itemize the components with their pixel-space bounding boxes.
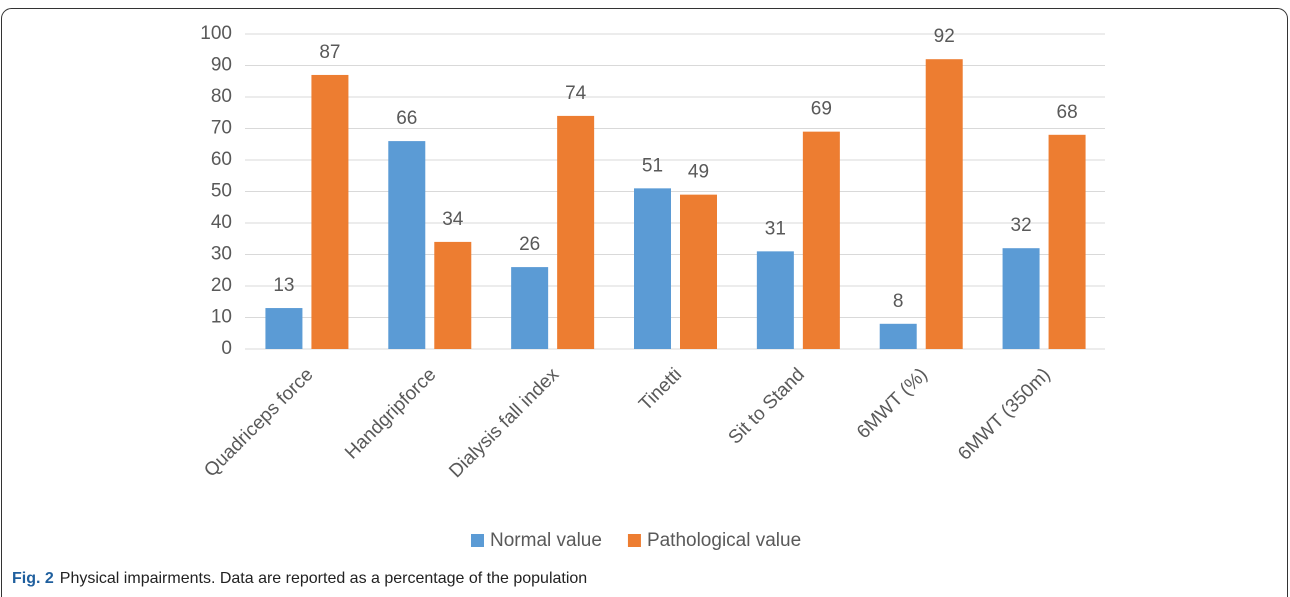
data-label: 26 [519,234,540,255]
x-tick-label: 6MWT (%) [853,364,932,443]
data-label: 87 [319,42,340,63]
y-tick-label: 80 [211,86,232,107]
legend-label: Pathological value [647,530,801,551]
x-tick-label: Tinetti [635,364,686,415]
bar [925,59,963,349]
bar [756,251,794,349]
data-label: 13 [273,275,294,296]
caption: Fig. 2 Physical impairments. Data are rep… [12,570,587,587]
caption-label: Fig. 2 [12,570,54,587]
y-tick-label: 90 [211,55,232,76]
data-label: 32 [1011,215,1032,236]
bar [388,141,426,349]
figure-border [1,8,1288,597]
y-tick-label: 0 [221,338,232,359]
bar [311,74,349,349]
y-tick-label: 50 [211,181,232,202]
data-label: 31 [765,218,786,239]
y-tick-label: 40 [211,212,232,233]
data-label: 49 [688,162,709,183]
bar [1048,134,1086,349]
data-label: 69 [811,99,832,120]
legend-label: Normal value [490,530,602,551]
bar [879,323,917,349]
bar [511,267,549,349]
x-tick-label: Sit to Stand [725,364,809,448]
bar [434,241,472,349]
bar [557,115,595,350]
bar [265,308,303,349]
bar [680,194,717,349]
data-label: 68 [1057,102,1078,123]
y-tick-label: 20 [211,275,232,296]
data-label: 74 [565,83,587,104]
caption-text: Physical impairments. Data are reported … [60,570,587,587]
bar [1002,248,1040,349]
bar [802,131,840,349]
y-tick-label: 10 [211,307,232,328]
y-tick-label: 70 [211,118,232,139]
data-label: 34 [442,209,464,230]
data-label: 51 [642,155,663,176]
data-label: 92 [934,26,955,47]
y-tick-label: 100 [200,23,232,44]
x-tick-label: Dialysis fall index [445,364,563,482]
bar [634,188,671,349]
legend-swatch [471,534,484,547]
x-tick-label: Handgripforce [341,364,440,463]
x-tick-label: 6MWT (350m) [954,364,1054,464]
data-label: 8 [893,291,904,312]
y-tick-label: 60 [211,149,232,170]
data-label: 66 [396,108,417,129]
y-tick-label: 30 [211,244,232,265]
legend-swatch [627,534,641,547]
x-tick-label: Quadriceps force [200,364,317,481]
